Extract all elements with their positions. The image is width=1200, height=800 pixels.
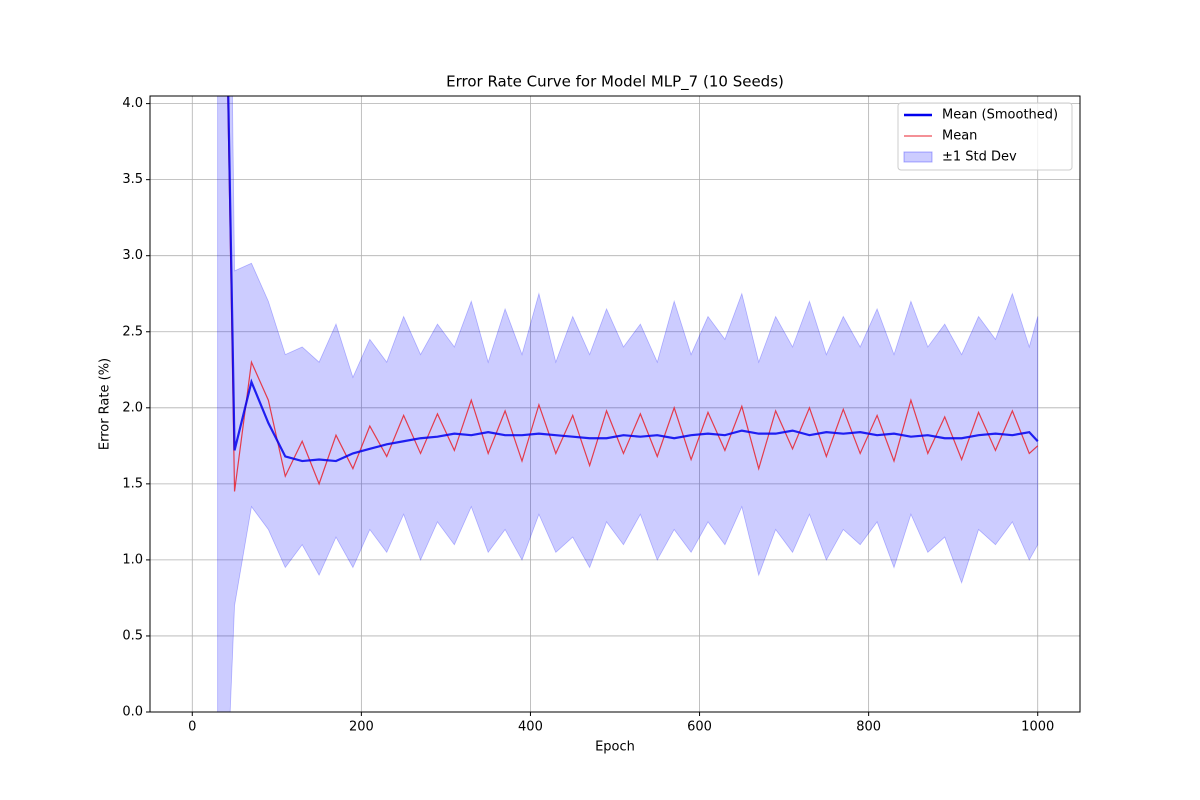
y-tick-label: 0.0: [122, 705, 143, 720]
x-tick-label: 1000: [1021, 720, 1054, 735]
legend-box: [897, 102, 1073, 171]
x-tick-label: 400: [518, 720, 543, 735]
x-tick-label: 0: [188, 720, 196, 735]
plot-area: [217, 96, 1039, 712]
legend-swatch: [903, 151, 933, 163]
x-tick-label: 200: [349, 720, 374, 735]
std-band: [217, 96, 1039, 712]
y-tick-label: 2.0: [122, 400, 143, 415]
legend-label: ±1 Std Dev: [942, 150, 1017, 165]
legend-label: Mean: [942, 129, 977, 144]
x-axis-label: Epoch: [595, 740, 635, 755]
y-axis-label: Error Rate (%): [98, 358, 113, 450]
plot-frame: [149, 95, 1081, 713]
y-tick-label: 2.5: [122, 324, 143, 339]
series-line: [227, 96, 1039, 463]
y-tick-label: 0.5: [122, 628, 143, 643]
series-line: [227, 96, 1039, 492]
y-tick-label: 1.5: [122, 476, 143, 491]
legend-label: Mean (Smoothed): [942, 108, 1058, 123]
y-tick-label: 3.0: [122, 248, 143, 263]
y-tick-label: 4.0: [122, 96, 143, 111]
y-tick-label: 1.0: [122, 552, 143, 567]
x-tick-label: 600: [687, 720, 712, 735]
chart-title: Error Rate Curve for Model MLP_7 (10 See…: [446, 73, 784, 92]
x-tick-label: 800: [856, 720, 881, 735]
y-tick-label: 3.5: [122, 172, 143, 187]
